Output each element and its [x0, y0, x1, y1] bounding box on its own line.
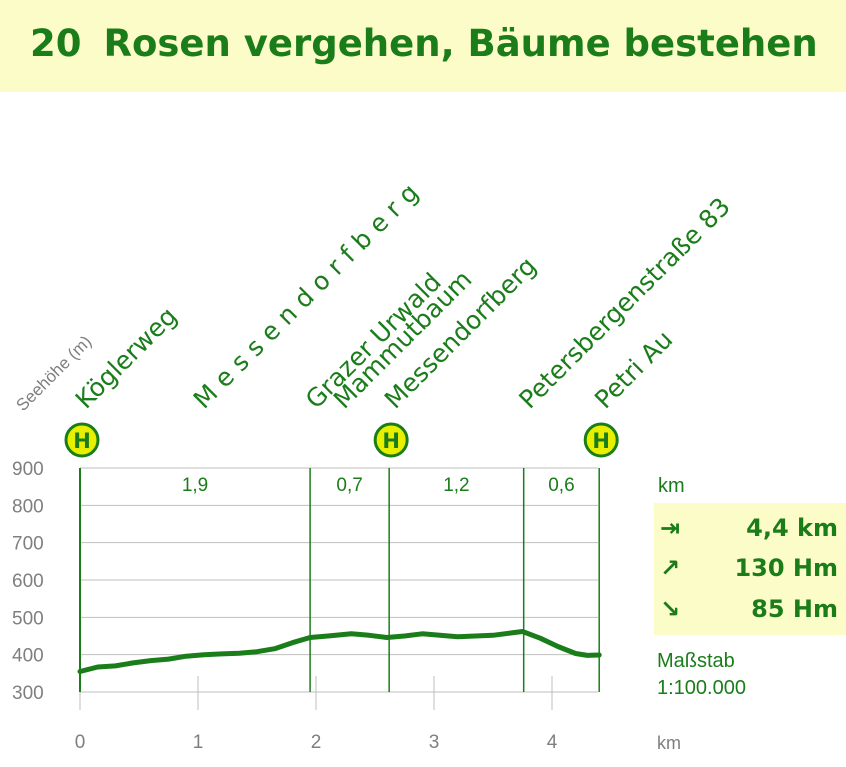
- grid-layer: [79, 467, 598, 710]
- segment-distance-label: 0,7: [336, 475, 362, 496]
- waypoint-label: Köglerweg: [70, 301, 183, 414]
- ascent-value: 130 Hm: [734, 554, 838, 582]
- x-unit-label: km: [657, 733, 681, 753]
- route-summary-box: ⇥ 4,4 km ↗ 130 Hm ↘ 85 Hm: [654, 503, 846, 635]
- segment-distance-label: 1,2: [443, 475, 469, 496]
- y-tick-label: 400: [12, 646, 44, 667]
- bus-stop-icon: H: [583, 422, 619, 458]
- bus-stop-circle: [373, 422, 409, 458]
- title-bar: 20 Rosen vergehen, Bäume bestehen: [0, 0, 846, 92]
- scale-value: 1:100.000: [657, 677, 746, 699]
- ascent-row: ↗ 130 Hm: [654, 548, 846, 588]
- profile-layer: [77, 629, 602, 674]
- x-tick-label: 2: [311, 732, 322, 753]
- x-tick-label: 0: [75, 732, 86, 753]
- bus-stop-letter: H: [73, 429, 91, 453]
- scale-label: Maßstab: [657, 650, 735, 672]
- y-tick-label: 300: [12, 683, 44, 704]
- elevation-profile-line: [77, 629, 602, 674]
- distance-row: ⇥ 4,4 km: [654, 508, 846, 548]
- page-title: 20 Rosen vergehen, Bäume bestehen: [30, 22, 818, 65]
- distance-value: 4,4 km: [746, 514, 838, 542]
- waypoint-label: M e s s e n d o r f b e r g: [188, 178, 424, 414]
- divider-layer: [79, 468, 600, 692]
- arrow-right-icon: ⇥: [660, 514, 681, 542]
- y-tick-label: 500: [12, 608, 44, 629]
- km-unit-label: km: [658, 475, 685, 497]
- segment-distance-label: 1,9: [182, 475, 208, 496]
- segment-layer: 1,9 0,7 1,2 0,6: [182, 475, 575, 496]
- bus-stop-icon: H: [64, 422, 100, 458]
- bus-stop-circle: [583, 422, 619, 458]
- arrow-down-right-icon: ↘: [660, 595, 681, 623]
- arrow-up-right-icon: ↗: [660, 554, 681, 582]
- x-tick-label: 4: [547, 732, 558, 753]
- bus-stop-letter: H: [592, 429, 610, 453]
- x-tick-label: 1: [193, 732, 204, 753]
- y-tick-label: 600: [12, 571, 44, 592]
- waypoint-layer: Köglerweg M e s s e n d o r f b e r gGraz…: [70, 178, 736, 414]
- y-tick-label: 800: [12, 496, 44, 517]
- bus-stop-letter: H: [382, 429, 400, 453]
- y-tick-label: 900: [12, 459, 44, 480]
- segment-distance-label: 0,6: [548, 475, 574, 496]
- descent-value: 85 Hm: [751, 595, 838, 623]
- x-tick-label: 3: [429, 732, 440, 753]
- y-tick-label: 700: [12, 534, 44, 555]
- bus-stop-icon: H: [373, 422, 409, 458]
- descent-row: ↘ 85 Hm: [654, 589, 846, 629]
- bus-stop-circle: [64, 422, 100, 458]
- route-number: 20: [30, 22, 82, 65]
- route-name: Rosen vergehen, Bäume bestehen: [103, 22, 818, 65]
